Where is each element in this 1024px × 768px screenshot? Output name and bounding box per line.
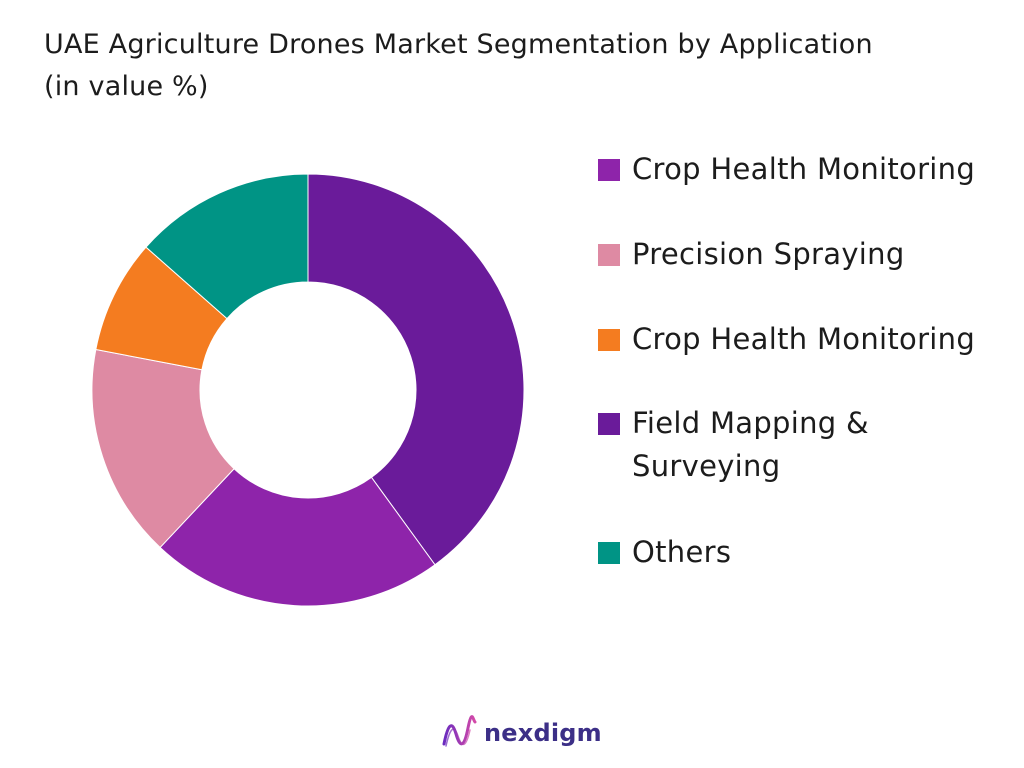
donut-slice bbox=[145, 173, 309, 320]
legend-item: Crop Health Monitoring bbox=[598, 148, 975, 191]
legend-swatch bbox=[598, 413, 620, 435]
legend-label: Precision Spraying bbox=[632, 237, 905, 271]
logo-text: nexdigm bbox=[484, 719, 602, 747]
chart-subtitle: (in value %) bbox=[44, 71, 209, 102]
legend-item: Field Mapping & Surveying bbox=[598, 402, 898, 488]
legend-label: Crop Health Monitoring bbox=[632, 322, 976, 356]
chart-title: UAE Agriculture Drones Market Segmentati… bbox=[44, 24, 1004, 108]
legend-swatch bbox=[598, 244, 620, 266]
legend-swatch bbox=[598, 159, 620, 181]
legend-label: Field Mapping & Surveying bbox=[632, 406, 869, 483]
nexdigm-logo-icon bbox=[442, 715, 477, 747]
legend-item: Others bbox=[598, 531, 731, 574]
legend-label: Others bbox=[632, 535, 732, 569]
chart-title-main: UAE Agriculture Drones Market Segmentati… bbox=[44, 29, 873, 60]
legend-item: Precision Spraying bbox=[598, 233, 905, 276]
legend-item: Crop Health Monitoring bbox=[598, 318, 975, 361]
donut-slice bbox=[159, 468, 436, 607]
legend-label: Crop Health Monitoring bbox=[632, 152, 976, 186]
donut-slice bbox=[91, 348, 235, 549]
legend-swatch bbox=[598, 329, 620, 351]
donut-slice bbox=[307, 173, 525, 566]
nexdigm-logo: nexdigm bbox=[440, 714, 602, 752]
legend-swatch bbox=[598, 542, 620, 564]
